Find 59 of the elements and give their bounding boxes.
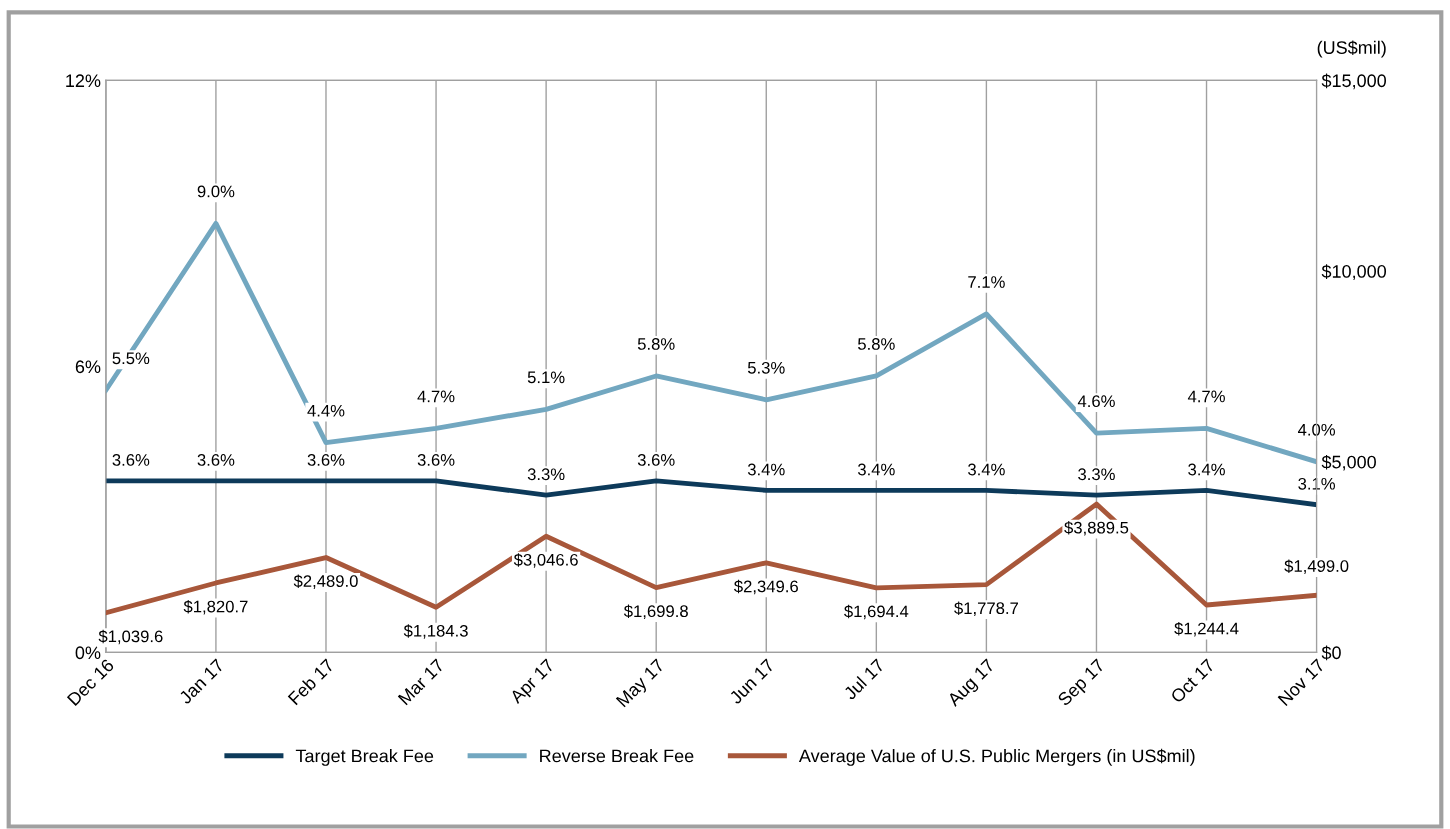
data-label: 4.7% (1187, 390, 1225, 403)
data-label: 3.6% (197, 454, 235, 466)
data-label: 4.0% (1297, 423, 1335, 436)
x-tick-label: Apr 17 (509, 658, 558, 707)
data-label: 5.8% (858, 338, 895, 350)
x-tick-label: Aug 17 (946, 658, 998, 710)
data-label: $3,046.6 (513, 553, 578, 568)
y-tick-label: 6% (75, 360, 101, 374)
data-label: $2,489.0 (293, 574, 358, 589)
data-label: 4.7% (417, 390, 455, 403)
data-label: 5.8% (637, 338, 675, 350)
x-tick-label: Sep 17 (1056, 658, 1108, 710)
y2-tick-label: $5,000 (1321, 454, 1376, 471)
x-tick-label: Jul 17 (842, 657, 886, 701)
legend-label: Average Value of U.S. Public Mergers (in US$mil) (798, 748, 1195, 766)
data-label: 3.4% (1188, 463, 1225, 476)
data-label: $1,244.4 (1174, 621, 1239, 637)
data-label: $1,699.8 (623, 604, 688, 620)
x-tick-label: Mar 17 (397, 658, 445, 706)
data-label: 3.3% (1078, 468, 1115, 481)
data-label: 5.5% (112, 352, 150, 365)
data-label: 4.6% (1077, 395, 1115, 408)
data-label: 7.1% (968, 276, 1005, 288)
x-tick-label: Oct 17 (1169, 658, 1216, 704)
data-label: 3.3% (527, 468, 565, 481)
y2-tick-label: $0 (1321, 645, 1341, 661)
y-tick-label: 0% (75, 646, 101, 660)
data-label: 5.3% (747, 361, 785, 374)
x-tick-label: Jan 17 (178, 658, 225, 705)
data-label: $1,820.7 (183, 599, 248, 615)
x-tick-label: Dec 16 (66, 658, 115, 707)
data-label: 3.6% (417, 454, 455, 466)
data-label: 3.6% (112, 454, 150, 466)
y2-tick-label: $15,000 (1321, 73, 1387, 90)
data-label: $1,039.6 (98, 629, 163, 645)
data-label: $2,349.6 (734, 579, 798, 595)
x-tick-label: May 17 (615, 658, 668, 710)
data-label: $1,694.4 (844, 604, 909, 620)
data-label: 3.4% (968, 463, 1005, 476)
data-label: 5.1% (527, 371, 565, 384)
data-label: $1,499.0 (1284, 559, 1349, 574)
legend-label: Target Break Fee (295, 749, 434, 766)
data-label: $3,889.5 (1064, 521, 1129, 536)
y2-axis-title: (US$mil) (1317, 40, 1386, 58)
x-tick-label: Nov 17 (1277, 658, 1326, 707)
legend-label: Reverse Break Fee (540, 749, 694, 763)
y2-tick-label: $10,000 (1321, 264, 1387, 280)
data-label: 4.4% (307, 404, 345, 417)
data-label: 3.4% (747, 463, 785, 476)
data-label: 3.4% (857, 463, 895, 476)
x-tick-label: Feb 17 (287, 657, 335, 706)
y-tick-label: 12% (66, 74, 101, 88)
data-label: 3.6% (637, 454, 675, 466)
data-label: $1,184.3 (403, 624, 468, 639)
data-label: 3.6% (307, 454, 345, 466)
data-label: $1,778.7 (954, 601, 1018, 617)
x-tick-label: Jun 17 (728, 658, 775, 705)
data-label: 9.0% (197, 185, 235, 198)
data-label: 3.1% (1298, 477, 1335, 490)
